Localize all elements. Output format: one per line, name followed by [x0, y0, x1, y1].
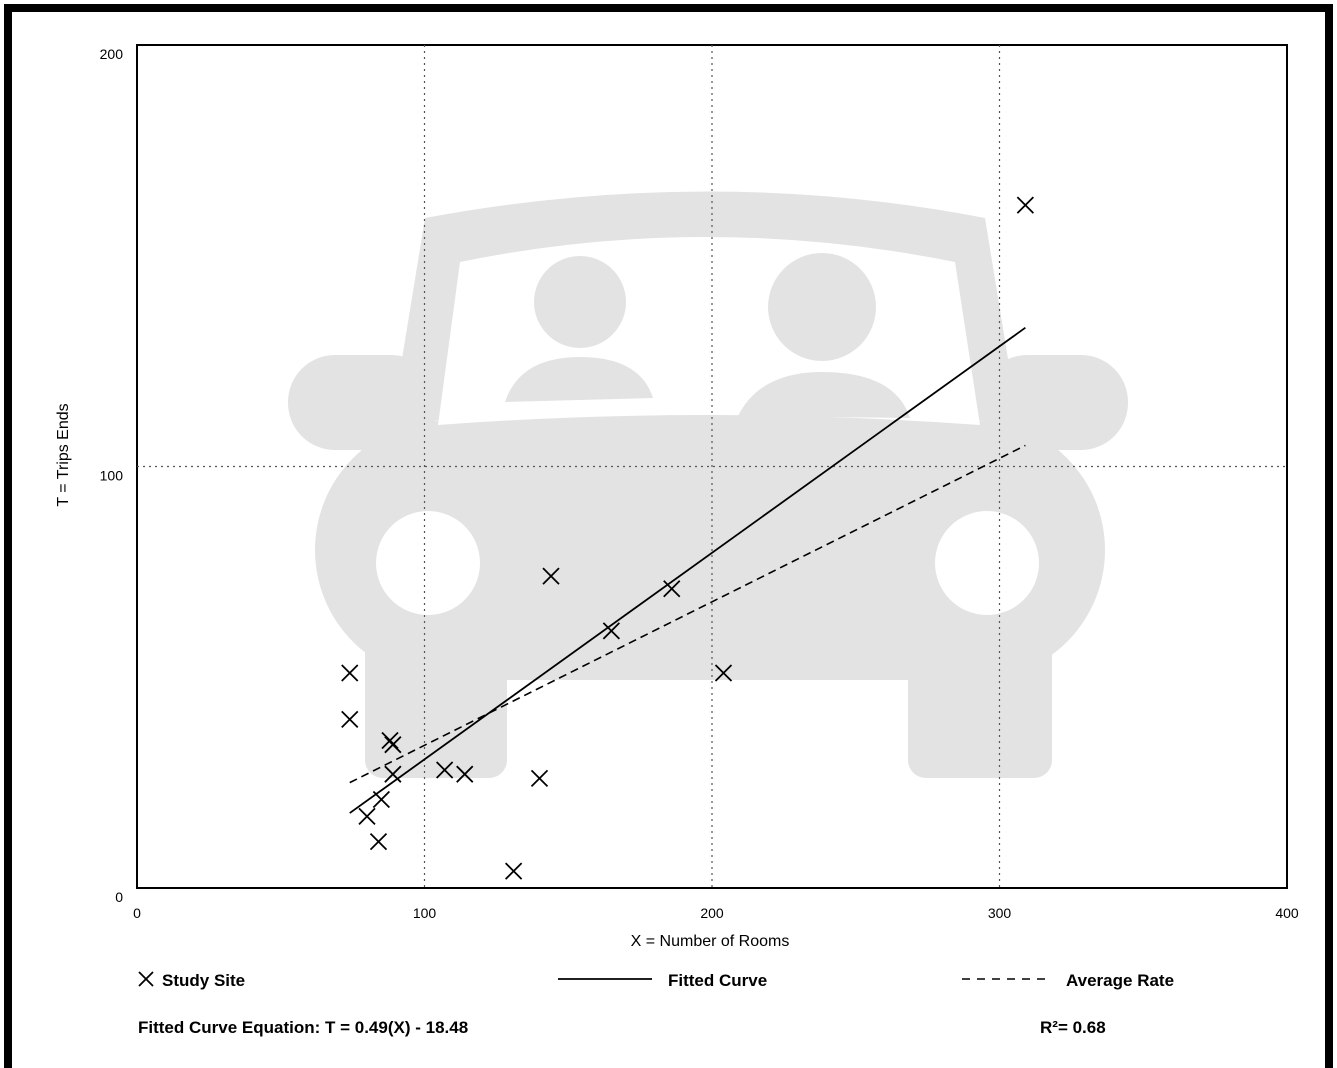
legend-average-rate-label: Average Rate — [1066, 971, 1174, 990]
study-site-point — [530, 769, 549, 788]
legend-study-site-label: Study Site — [162, 971, 245, 990]
study-site-point — [358, 807, 376, 825]
study-site-point — [372, 790, 391, 809]
y-tick-label: 100 — [100, 468, 124, 484]
study-site-points — [341, 196, 1035, 880]
study-site-point — [341, 664, 359, 682]
fitted-curve-line — [349, 326, 1026, 814]
y-tick-labels: 0 100 200 — [100, 46, 124, 905]
outer-border — [4, 4, 1333, 1068]
study-site-point — [714, 664, 733, 682]
r-squared-value: R²= 0.68 — [1040, 1018, 1106, 1037]
x-tick-label: 200 — [700, 905, 724, 921]
study-site-point — [381, 731, 399, 750]
study-site-point — [663, 580, 681, 598]
y-tick-label: 0 — [115, 889, 123, 905]
legend-fitted-curve-label: Fitted Curve — [668, 971, 767, 990]
gridlines — [137, 45, 1287, 888]
x-tick-labels: 0 100 200 300 400 — [133, 905, 1299, 921]
study-site-point — [504, 862, 523, 880]
legend-study-site-marker-icon — [138, 971, 154, 987]
x-tick-label: 300 — [988, 905, 1012, 921]
study-site-point — [1016, 196, 1035, 214]
x-axis-label: X = Number of Rooms — [631, 933, 790, 950]
study-site-point — [384, 736, 402, 754]
study-site-point — [341, 710, 359, 729]
x-tick-label: 100 — [413, 905, 437, 921]
y-axis-label: T = Trips Ends — [55, 403, 72, 506]
average-rate-line — [349, 444, 1026, 784]
x-tick-label: 0 — [133, 905, 141, 921]
car-with-passengers-icon — [288, 191, 1128, 790]
study-site-point — [542, 567, 560, 585]
fitted-curve-equation: Fitted Curve Equation: T = 0.49(X) - 18.… — [138, 1018, 469, 1037]
study-site-point — [369, 832, 388, 851]
y-tick-label: 200 — [100, 46, 124, 62]
study-site-point — [602, 622, 621, 640]
legend: Study Site Fitted Curve Average Rate — [138, 971, 1174, 990]
study-site-point — [435, 761, 454, 779]
study-site-point — [456, 765, 474, 783]
study-site-point — [384, 765, 402, 783]
x-tick-label: 400 — [1275, 905, 1299, 921]
